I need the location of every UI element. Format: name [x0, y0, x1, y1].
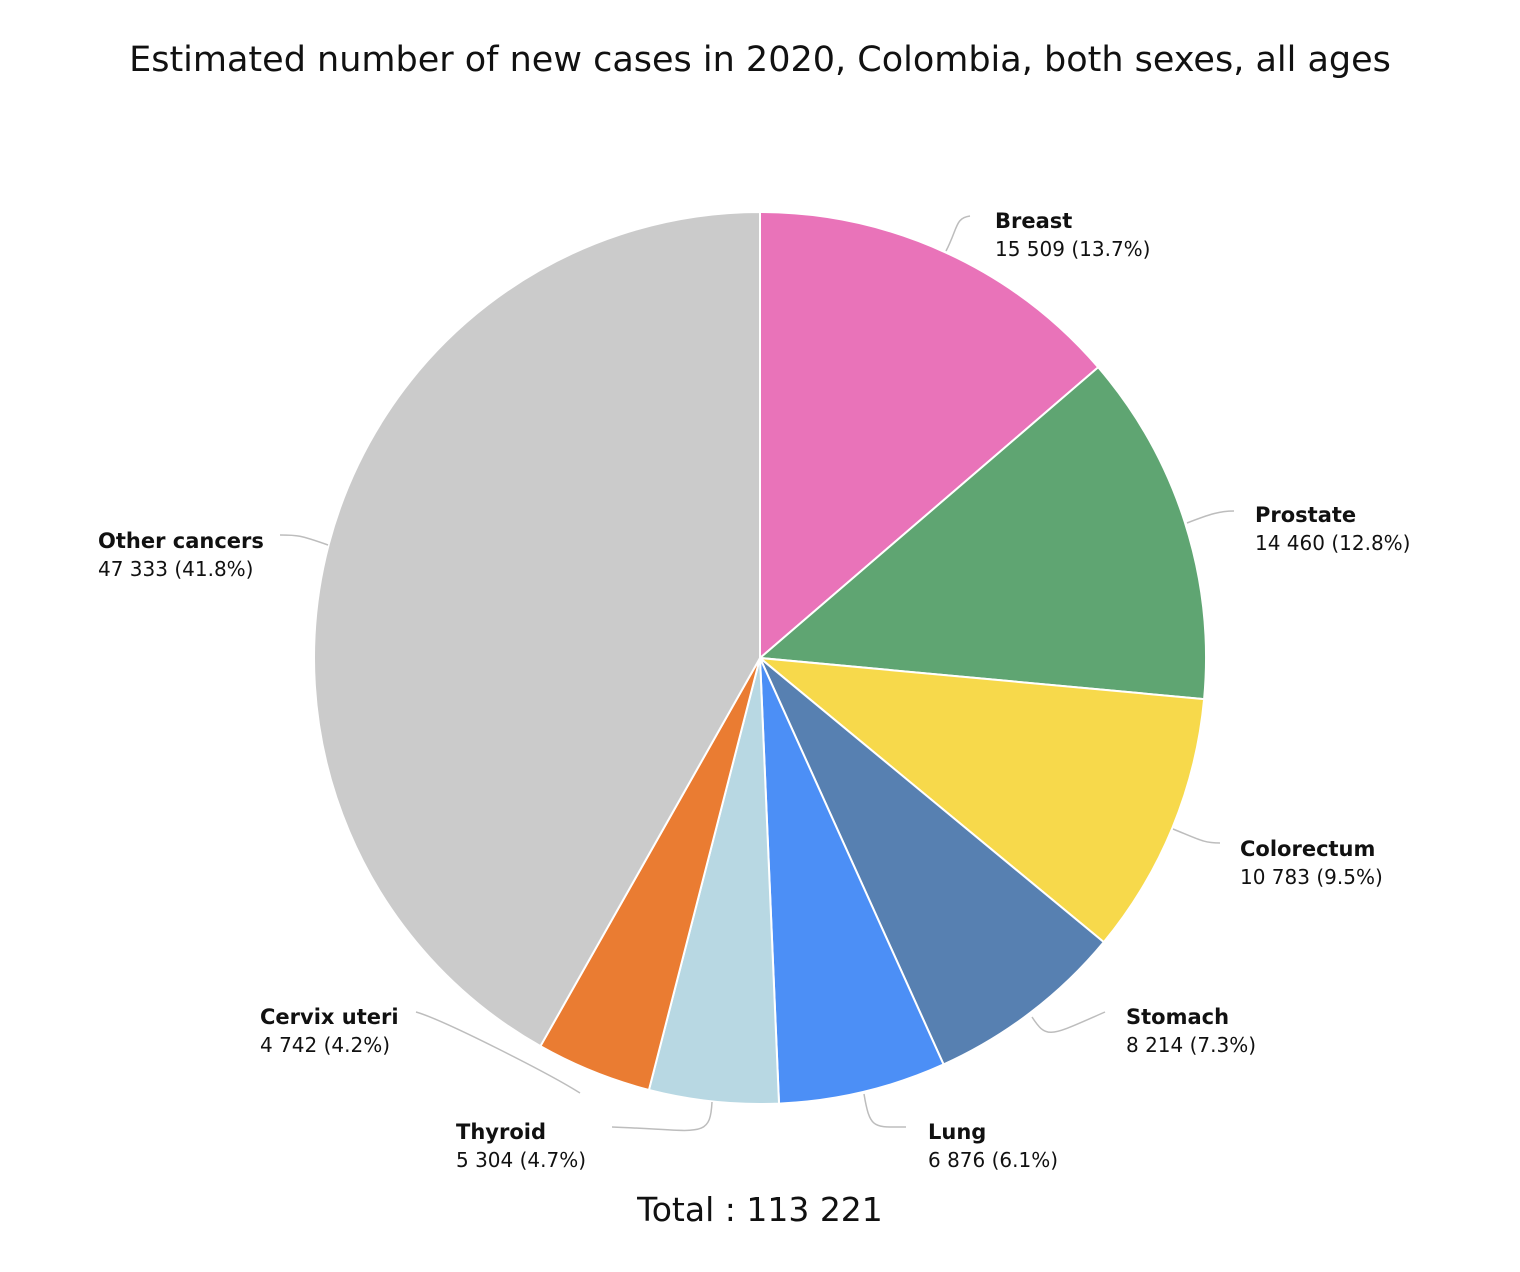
slice-value-thyroid: 5 304 (4.7%) — [456, 1148, 586, 1172]
leader-line-stomach — [1031, 1011, 1106, 1033]
leader-line-prostate — [1186, 510, 1235, 524]
slice-label-cervix-uteri: Cervix uteri — [260, 1005, 399, 1029]
slice-label-thyroid: Thyroid — [456, 1120, 546, 1144]
slice-label-prostate: Prostate — [1255, 503, 1356, 527]
leader-line-other-cancers — [279, 534, 329, 546]
slice-value-colorectum: 10 783 (9.5%) — [1240, 865, 1383, 889]
slice-value-prostate: 14 460 (12.8%) — [1255, 531, 1410, 555]
leader-line-colorectum — [1172, 828, 1221, 844]
slice-value-cervix-uteri: 4 742 (4.2%) — [260, 1033, 390, 1057]
pie-slice-other-cancers — [313, 210, 761, 1048]
slice-value-breast: 15 509 (13.7%) — [995, 237, 1150, 261]
leader-line-cervix-uteri — [415, 1011, 581, 1094]
slice-label-lung: Lung — [928, 1120, 986, 1144]
pie-slice-colorectum — [756, 656, 1206, 944]
leader-line-breast — [945, 215, 971, 252]
slice-label-stomach: Stomach — [1126, 1005, 1229, 1029]
pie-slice-stomach — [759, 657, 1106, 1066]
leader-line-thyroid — [611, 1101, 713, 1132]
total-label: Total : 113 221 — [637, 1190, 883, 1229]
slice-label-colorectum: Colorectum — [1240, 837, 1375, 861]
pie-slice-lung — [759, 657, 945, 1105]
slice-label-breast: Breast — [995, 209, 1072, 233]
pie-slice-breast — [759, 210, 1100, 661]
slice-label-other-cancers: Other cancers — [98, 529, 264, 553]
pie-slice-prostate — [757, 365, 1207, 701]
slice-value-stomach: 8 214 (7.3%) — [1126, 1033, 1256, 1057]
chart-title: Estimated number of new cases in 2020, C… — [129, 40, 1391, 80]
slice-value-lung: 6 876 (6.1%) — [928, 1148, 1058, 1172]
leader-line-lung — [863, 1093, 907, 1128]
slice-value-other-cancers: 47 333 (41.8%) — [98, 557, 253, 581]
